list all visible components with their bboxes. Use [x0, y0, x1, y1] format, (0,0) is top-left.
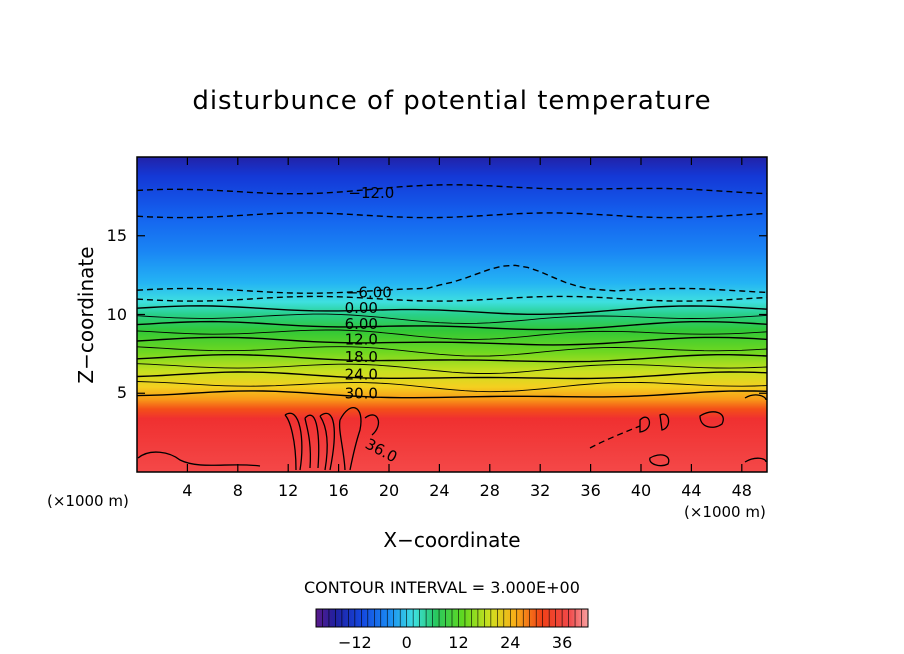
cell-contour — [659, 413, 670, 431]
x-unit-label: (×1000 m) — [684, 503, 766, 521]
contour-value-label: 12.0 — [345, 331, 378, 349]
contour-interval-label: CONTOUR INTERVAL = 3.000E+00 — [304, 578, 580, 597]
contour-line — [137, 363, 767, 374]
x-axis-label: X−coordinate — [383, 528, 521, 552]
colorbar-tick-label: −12 — [337, 633, 372, 652]
x-tick-label: 24 — [429, 481, 450, 500]
surface-cells — [137, 394, 767, 471]
plot-area-fill — [137, 157, 767, 472]
axis-ticks — [137, 157, 767, 472]
contour-value-label: −6.00 — [346, 283, 392, 301]
cell-contour — [319, 412, 335, 471]
x-tick-label: 36 — [580, 481, 601, 500]
contour-line — [137, 184, 767, 195]
y-tick-label: 15 — [106, 225, 127, 245]
x-tick-label: 44 — [681, 481, 702, 500]
x-tick-label: 32 — [530, 481, 551, 500]
x-tick-label: 4 — [182, 481, 193, 500]
contour-line — [137, 329, 767, 340]
cell-contour — [744, 457, 767, 463]
cell-contour — [744, 394, 767, 401]
colorbar-cells — [322, 609, 582, 627]
colorbar-tick-label: 12 — [448, 633, 469, 652]
contour-line — [137, 354, 767, 363]
cell-contour — [649, 454, 670, 467]
contour-line — [137, 336, 767, 346]
colorbar-frame — [315, 608, 589, 628]
y-unit-label: (×1000 m) — [47, 492, 129, 510]
contour-value-label: 24.0 — [345, 365, 378, 383]
cell-contour — [589, 425, 641, 449]
cell-contour — [364, 414, 380, 436]
cell-contour — [304, 414, 320, 469]
x-tick-label: 48 — [731, 481, 752, 500]
x-axis-label-wrap: X−coordinate — [0, 528, 904, 552]
contour-value-label: 30.0 — [345, 384, 378, 402]
colorbar-tick-label: 24 — [500, 633, 521, 652]
contour-value-label: −12.0 — [348, 184, 394, 202]
contour-line — [137, 313, 767, 324]
contour-line — [137, 381, 767, 393]
contour-line — [137, 305, 767, 315]
contour-value-label: 0.00 — [345, 299, 378, 317]
contour-line — [137, 346, 767, 357]
contour-value-label: 6.00 — [345, 315, 378, 333]
x-tick-label: 40 — [630, 481, 652, 500]
x-tick-label: 28 — [479, 481, 500, 500]
cell-contour — [137, 451, 261, 467]
chart-title: disturbunce of potential temperature — [192, 86, 712, 116]
colorbar-tick-label: 36 — [551, 633, 573, 652]
cell-contour — [284, 412, 303, 471]
x-tick-label: 20 — [378, 481, 400, 500]
y-tick-label: 5 — [116, 383, 127, 403]
contour-lines — [137, 184, 767, 399]
contour-line — [137, 320, 767, 331]
contour-line — [137, 295, 767, 302]
contour-line — [137, 264, 767, 294]
contour-line — [137, 371, 767, 380]
colorbar-tick-label: 0 — [401, 633, 412, 652]
cell-contour — [699, 411, 724, 428]
y-tick-label: 10 — [106, 304, 127, 324]
x-tick-label: 8 — [232, 481, 243, 500]
contour-value-label: 18.0 — [345, 348, 378, 366]
x-tick-label: 16 — [328, 481, 349, 500]
x-tick-label: 12 — [278, 481, 299, 500]
cell-contour — [338, 407, 362, 471]
contour-line — [137, 390, 767, 399]
contour-line — [137, 212, 767, 219]
cell-contour — [639, 416, 651, 433]
